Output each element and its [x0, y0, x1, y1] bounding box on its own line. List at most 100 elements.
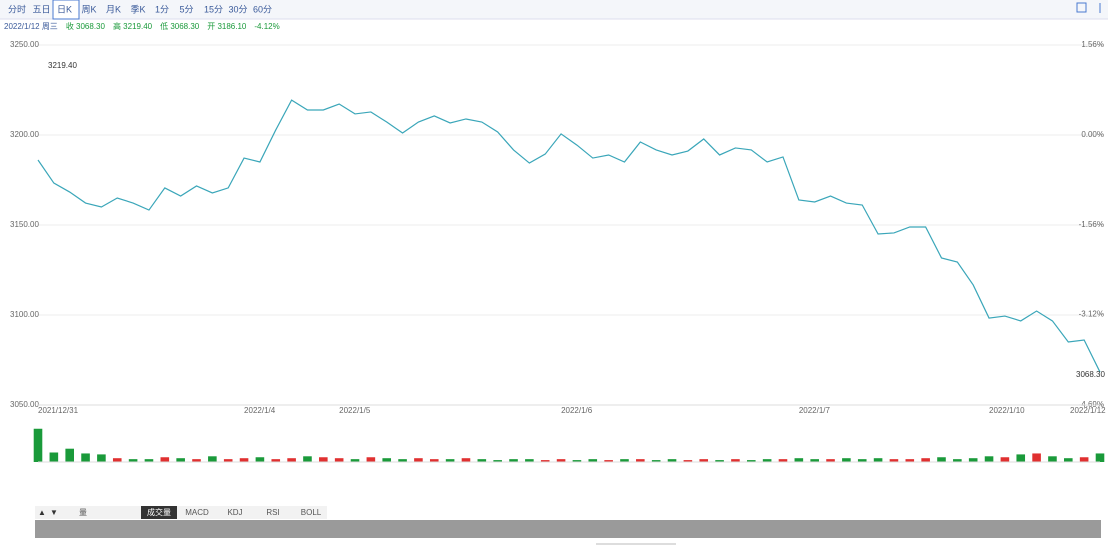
x-tick-label: 2022/1/12 — [1070, 406, 1106, 415]
scroll-bar[interactable] — [35, 520, 1101, 538]
info-item: -4.12% — [254, 22, 279, 31]
y-tick-label: 3050.00 — [10, 400, 39, 409]
y-tick-label: 3150.00 — [10, 220, 39, 229]
toolbar-item[interactable]: KDJ — [227, 508, 242, 517]
down-arrow[interactable]: ▼ — [50, 508, 58, 517]
volume-bar — [746, 460, 756, 462]
volume-bar — [192, 459, 201, 462]
tab[interactable]: 15分 — [204, 4, 223, 14]
toolbar-item[interactable]: 成交量 — [147, 507, 171, 517]
volume-bar — [509, 459, 518, 462]
volume-bar — [762, 459, 772, 462]
volume-bar — [1016, 454, 1026, 462]
volume-bar — [540, 460, 550, 462]
volume-bar — [223, 459, 233, 462]
volume-bar — [49, 452, 59, 462]
volume-bar — [921, 458, 930, 462]
volume-bar — [461, 458, 471, 462]
volume-bar — [667, 459, 677, 462]
x-tick-label: 2022/1/7 — [799, 406, 831, 415]
volume-bar — [953, 459, 962, 462]
up-arrow[interactable]: ▲ — [38, 508, 46, 517]
toolbar-selected — [141, 506, 177, 519]
volume-bar — [556, 459, 566, 462]
tab-selected — [52, 0, 80, 20]
tab[interactable]: 5分 — [180, 4, 194, 14]
volume-bar — [731, 459, 740, 462]
volume-bar — [334, 458, 344, 462]
last-label: 3068.30 — [1076, 370, 1105, 379]
volume-bar — [715, 460, 724, 462]
x-tick-label: 2022/1/4 — [244, 406, 276, 415]
tab[interactable]: 分时 — [8, 3, 26, 14]
volume-bar — [588, 459, 598, 462]
x-tick-label: 2022/1/5 — [339, 406, 371, 415]
volume-bar — [176, 458, 185, 462]
volume-bar — [968, 458, 978, 462]
volume-bar — [287, 458, 296, 462]
toolbar-item[interactable]: MACD — [185, 508, 209, 517]
x-tick-label: 2021/12/31 — [38, 406, 79, 415]
volume-bar — [144, 459, 154, 462]
volume-bar — [208, 456, 217, 462]
volume-bar — [350, 459, 360, 462]
volume-bar — [842, 458, 851, 462]
volume-bar — [112, 458, 122, 462]
tab-bar — [0, 0, 1108, 19]
y2-tick-label: -1.56% — [1079, 220, 1104, 229]
tab[interactable]: 日K — [57, 4, 72, 14]
volume-bar — [1048, 456, 1057, 462]
y2-tick-label: 0.00% — [1081, 130, 1104, 139]
volume-bar — [97, 454, 106, 462]
y2-tick-label: -3.12% — [1079, 310, 1104, 319]
volume-bar — [905, 459, 915, 462]
info-item: 收 3068.30 — [66, 21, 106, 31]
volume-bar — [572, 460, 582, 462]
y-tick-label: 3250.00 — [10, 40, 39, 49]
volume-bar — [525, 459, 534, 462]
volume-bar — [414, 458, 423, 462]
y-tick-label: 3100.00 — [10, 310, 39, 319]
settings-icon[interactable] — [1076, 2, 1087, 13]
tab[interactable]: 五日 — [33, 4, 51, 14]
volume-bar — [160, 457, 170, 462]
info-item: 开 3186.10 — [207, 22, 247, 31]
volume-bar — [889, 459, 899, 462]
volume-bar — [651, 460, 661, 462]
volume-bar — [429, 459, 439, 462]
volume-bar — [398, 459, 407, 462]
tab[interactable]: 60分 — [253, 4, 272, 14]
toolbar-item[interactable]: RSI — [266, 508, 279, 517]
tab[interactable]: 月K — [106, 4, 121, 14]
tab[interactable]: 1分 — [155, 4, 169, 14]
volume-bar — [699, 459, 709, 462]
volume-bar — [445, 459, 455, 462]
toolbar-item[interactable]: 量 — [79, 508, 87, 517]
y2-tick-label: 1.56% — [1081, 40, 1104, 49]
volume-bar — [271, 459, 281, 462]
info-item: 高 3219.40 — [113, 21, 153, 31]
volume-bar — [382, 458, 392, 462]
volume-bar — [1079, 457, 1089, 462]
tab[interactable]: 30分 — [229, 4, 248, 14]
tab[interactable]: 周K — [82, 4, 97, 14]
x-tick-label: 2022/1/6 — [561, 406, 593, 415]
volume-bar — [683, 460, 693, 462]
volume-bar — [319, 457, 328, 462]
tab[interactable]: 季K — [131, 3, 146, 14]
volume-bar — [81, 453, 90, 462]
x-tick-label: 2022/1/10 — [989, 406, 1025, 415]
toolbar-item[interactable]: BOLL — [301, 508, 322, 517]
volume-bar — [1032, 453, 1041, 462]
volume-bar — [810, 459, 819, 462]
volume-bar — [620, 459, 629, 462]
volume-bar — [1064, 458, 1073, 462]
volume-bar — [303, 456, 312, 462]
volume-bar — [937, 457, 946, 462]
volume-bar — [255, 457, 265, 462]
volume-bar — [1000, 457, 1010, 462]
volume-bar — [778, 459, 788, 462]
volume-bar — [873, 458, 883, 462]
volume-bar — [33, 428, 43, 462]
